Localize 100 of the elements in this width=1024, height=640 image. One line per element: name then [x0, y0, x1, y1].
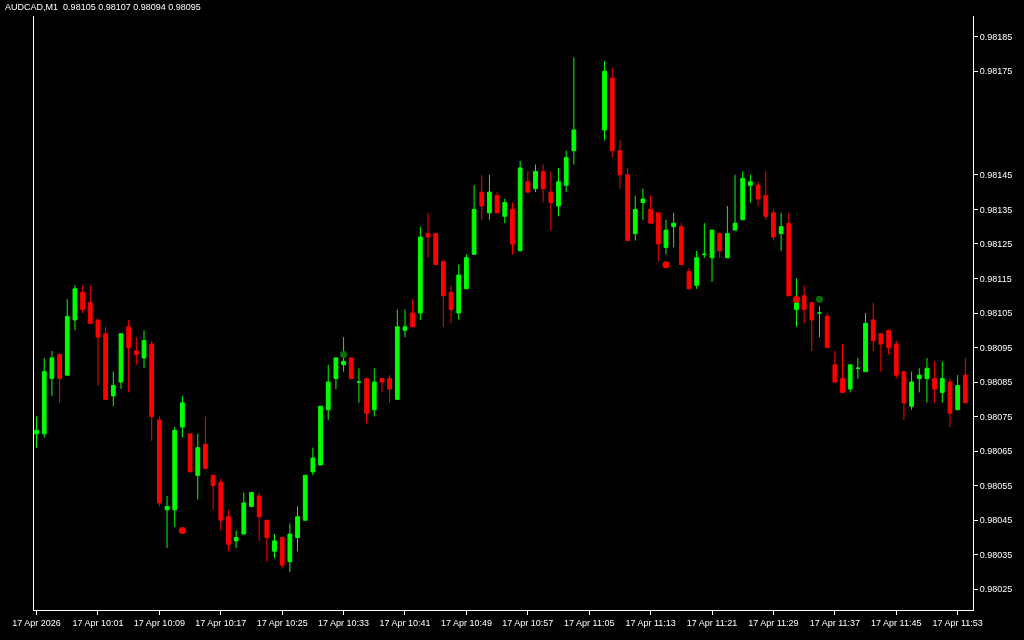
- candlestick: [502, 198, 508, 224]
- candlestick: [916, 367, 922, 393]
- chart-title: AUDCAD,M1 0.98105 0.98107 0.98094 0.98095: [5, 1, 201, 12]
- candlestick: [794, 277, 799, 328]
- y-tick-label: 0.98065: [979, 446, 1013, 457]
- candlestick: [533, 164, 538, 193]
- candlestick: [233, 530, 239, 549]
- candlestick: [379, 378, 385, 393]
- candlestick: [678, 222, 684, 266]
- y-tick-label: 0.98025: [979, 584, 1013, 595]
- candlestick: [80, 284, 85, 314]
- candlestick: [394, 309, 400, 400]
- candlestick: [755, 181, 761, 207]
- candlestick: [325, 364, 331, 421]
- candlestick: [218, 478, 224, 532]
- candlestick: [34, 416, 39, 449]
- candlestick: [494, 191, 500, 214]
- candlestick: [149, 340, 155, 442]
- candlestick: [295, 505, 300, 552]
- candlestick: [172, 426, 178, 528]
- candlestick: [924, 357, 930, 404]
- candlestick: [49, 350, 55, 397]
- y-tick-label: 0.98125: [979, 239, 1013, 250]
- candlestick: [249, 492, 254, 507]
- candlestick: [110, 371, 116, 407]
- candlestick: [602, 60, 607, 141]
- candlestick: [479, 174, 485, 221]
- candlestick: [893, 340, 899, 380]
- candlestick: [748, 174, 753, 203]
- x-tick-label: 17 Apr 2026: [12, 617, 61, 628]
- candlestick: [548, 170, 554, 231]
- y-tick-label: 0.98185: [979, 31, 1013, 42]
- candlestick: [371, 367, 377, 418]
- candlestick: [103, 326, 109, 400]
- candlestick: [901, 371, 907, 421]
- point: [792, 295, 800, 303]
- candlestick: [909, 371, 914, 411]
- y-tick-label: 0.98105: [979, 308, 1013, 319]
- candlestick: [778, 212, 784, 252]
- candlestick: [517, 160, 523, 252]
- candlestick: [287, 523, 293, 573]
- y-tick-label: 0.98045: [979, 515, 1013, 526]
- y-tick-label: 0.98075: [979, 411, 1013, 422]
- candlestick: [855, 357, 861, 380]
- candlestick: [226, 509, 231, 552]
- candlestick: [801, 284, 807, 324]
- candlestick: [640, 188, 646, 221]
- candlestick: [64, 298, 70, 376]
- candlestick: [686, 267, 692, 290]
- candlestick: [932, 360, 937, 404]
- x-tick-label: 17 Apr 10:01: [72, 617, 124, 628]
- candlestick: [939, 360, 945, 404]
- candlestick: [701, 222, 707, 259]
- candlestick: [164, 495, 170, 549]
- candlestick: [648, 195, 653, 224]
- y-tick-label: 0.98175: [979, 66, 1013, 77]
- candlestick: [625, 167, 630, 241]
- candlestick: [203, 416, 208, 469]
- x-tick-label: 17 Apr 11:21: [686, 617, 738, 628]
- x-tick-label: 17 Apr 10:33: [318, 617, 370, 628]
- candlestick: [617, 139, 623, 190]
- x-tick-label: 17 Apr 10:49: [440, 617, 492, 628]
- candlestick: [786, 212, 792, 297]
- candlestick: [556, 167, 561, 217]
- candlestick: [433, 233, 439, 266]
- candlestick: [878, 333, 884, 373]
- candlestick: [563, 150, 569, 193]
- candlestick: [655, 212, 661, 262]
- candlestick: [417, 226, 423, 321]
- x-tick-label: 17 Apr 10:17: [195, 617, 247, 628]
- candlestick: [740, 170, 746, 221]
- y-tick-label: 0.98135: [979, 204, 1013, 215]
- x-tick-label: 17 Apr 11:13: [625, 617, 676, 628]
- candlestick: [41, 357, 47, 438]
- candlestick: [471, 184, 477, 255]
- y-tick-label: 0.98145: [979, 170, 1013, 181]
- candlestick: [440, 260, 446, 328]
- candlestick: [962, 357, 968, 404]
- candlestick: [310, 447, 316, 476]
- candlestick: [318, 405, 323, 466]
- candlestick: [571, 56, 577, 165]
- candlestick: [118, 333, 124, 390]
- candlestick: [732, 174, 738, 231]
- candlestick: [817, 305, 822, 338]
- candlestick: [126, 319, 132, 393]
- candlestick: [863, 312, 868, 373]
- candlestick: [886, 329, 891, 355]
- candlestick: [840, 343, 845, 393]
- candlestick: [272, 533, 277, 559]
- x-tick-label: 17 Apr 11:05: [564, 617, 615, 628]
- candlestick: [824, 312, 830, 349]
- x-tick-label: 17 Apr 10:25: [256, 617, 308, 628]
- candlestick: [725, 205, 730, 259]
- candlestick: [72, 284, 78, 331]
- candlestick: [448, 284, 454, 324]
- candlestick: [510, 201, 515, 255]
- candlestick: [955, 374, 961, 411]
- candlestick: [870, 302, 876, 352]
- candlestick: [425, 212, 431, 259]
- candlestick: [95, 319, 101, 387]
